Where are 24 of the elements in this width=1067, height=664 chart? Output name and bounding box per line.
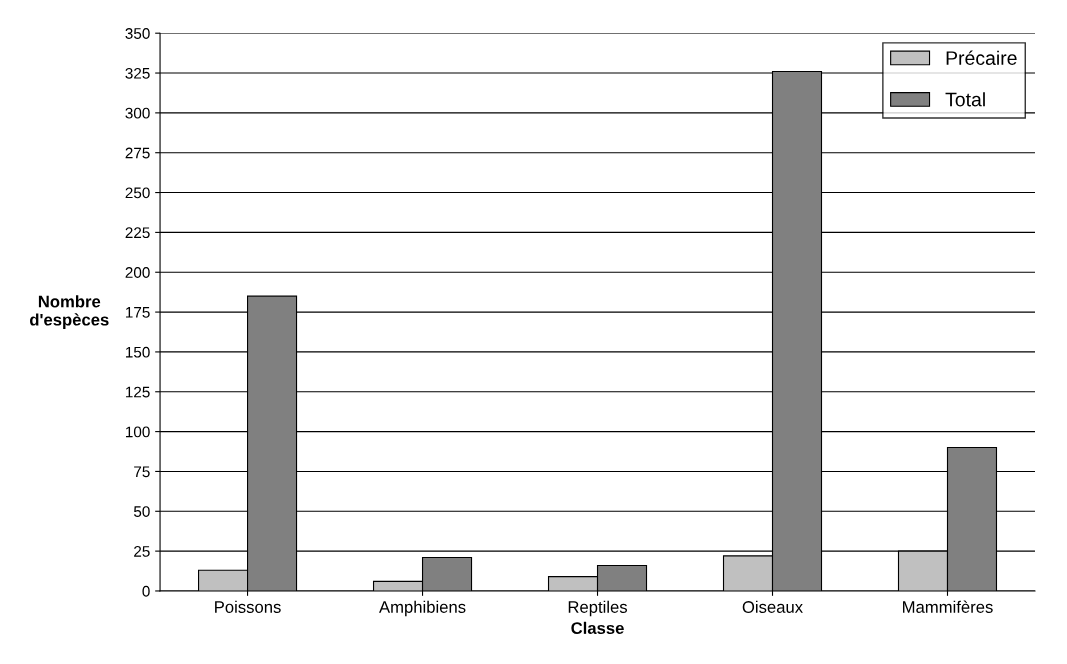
y-tick-label: 100 [126,426,150,438]
y-tick-label: 350 [125,28,150,39]
x-tick-label: Poissons [215,600,281,613]
y-tick-label: 300 [125,107,150,119]
x-tick-label: Mammifères [903,600,993,613]
x-tick-label: Oiseaux [742,600,803,613]
y-tick-label: 175 [126,307,150,318]
y-tick-label: 75 [134,466,150,478]
y-tick-label: 200 [125,267,150,278]
y-tick-label: 125 [126,386,150,398]
y-tick-label: 0 [142,585,150,597]
y-axis-title: Nombre d'espèces [30,295,109,329]
y-tick-label: 150 [126,346,150,358]
y-tick-label: 50 [133,506,150,517]
y-tick-label: 325 [125,67,150,79]
y-tick-label: 275 [125,147,150,159]
legend-label: Précaire [946,50,1017,65]
legend-label: Total [945,92,985,107]
y-tick-label: 225 [125,227,150,239]
x-tick-label: Reptiles [568,600,628,617]
y-tick-label: 25 [134,545,150,557]
y-tick-label: 250 [125,187,150,199]
x-axis-title: Classe [571,621,624,635]
x-tick-label: Amphibiens [379,600,466,617]
